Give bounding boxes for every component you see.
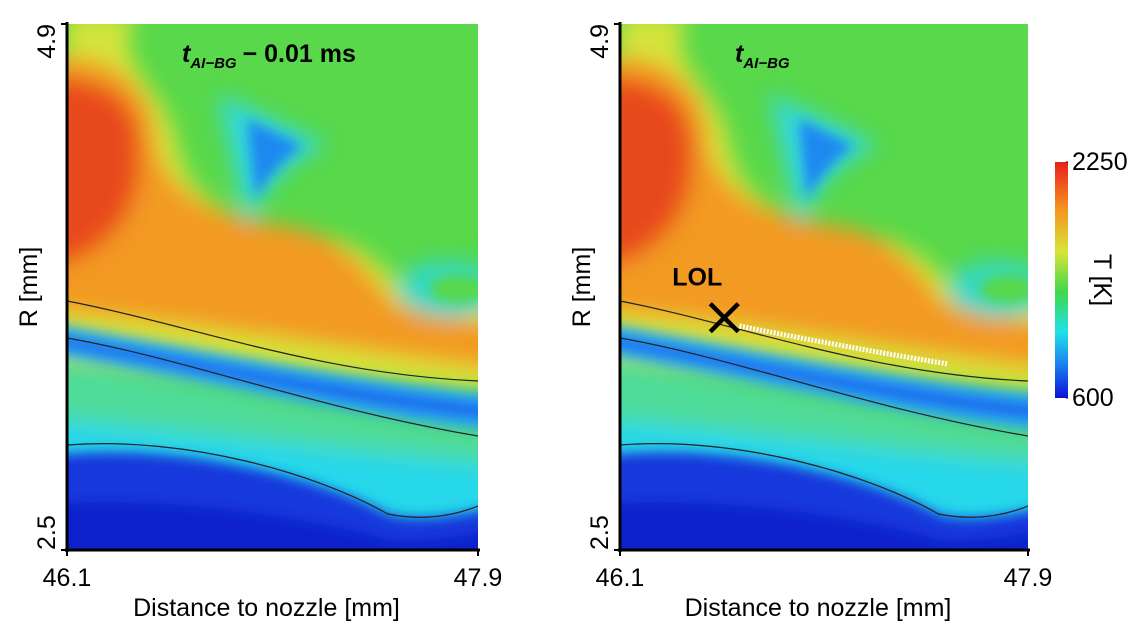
y-axis-label: R [mm] [15, 247, 43, 328]
panel-title: tAI−BG [735, 40, 790, 72]
annotation-marker [708, 302, 740, 334]
colorbar-label: T [K] [1088, 254, 1116, 306]
cross [708, 302, 740, 334]
x-axis-label: Distance to nozzle [mm] [133, 594, 400, 622]
y-tick-label: 4.9 [586, 24, 614, 59]
y-tick-label: 4.9 [33, 24, 61, 59]
title-suffix: − 0.01 ms [243, 40, 356, 68]
colorbar-tick-label: 600 [1072, 384, 1114, 412]
y-axis-label: R [mm] [568, 247, 596, 328]
annotation-label: LOL [672, 264, 722, 292]
x-tick-label: 46.1 [43, 564, 92, 592]
title-symbol: t [735, 40, 745, 68]
y-tick-label: 2.5 [586, 515, 614, 550]
panel-title: tAI−BG − 0.01 ms [182, 40, 356, 72]
title-symbol: t [182, 40, 192, 68]
colorbar-tick-label: 2250 [1072, 148, 1128, 176]
colorbar [1055, 162, 1068, 398]
lift-off-trace [738, 323, 949, 367]
title-subscript: AI−BG [189, 55, 237, 72]
x-tick-label: 46.1 [596, 564, 645, 592]
title-subscript: AI−BG [742, 55, 790, 72]
temperature-field [600, 4, 1048, 574]
x-tick-label: 47.9 [1004, 564, 1053, 592]
y-tick-label: 2.5 [33, 515, 61, 550]
temperature-field [47, 4, 498, 574]
x-axis-label: Distance to nozzle [mm] [685, 594, 952, 622]
x-tick-label: 47.9 [454, 564, 503, 592]
